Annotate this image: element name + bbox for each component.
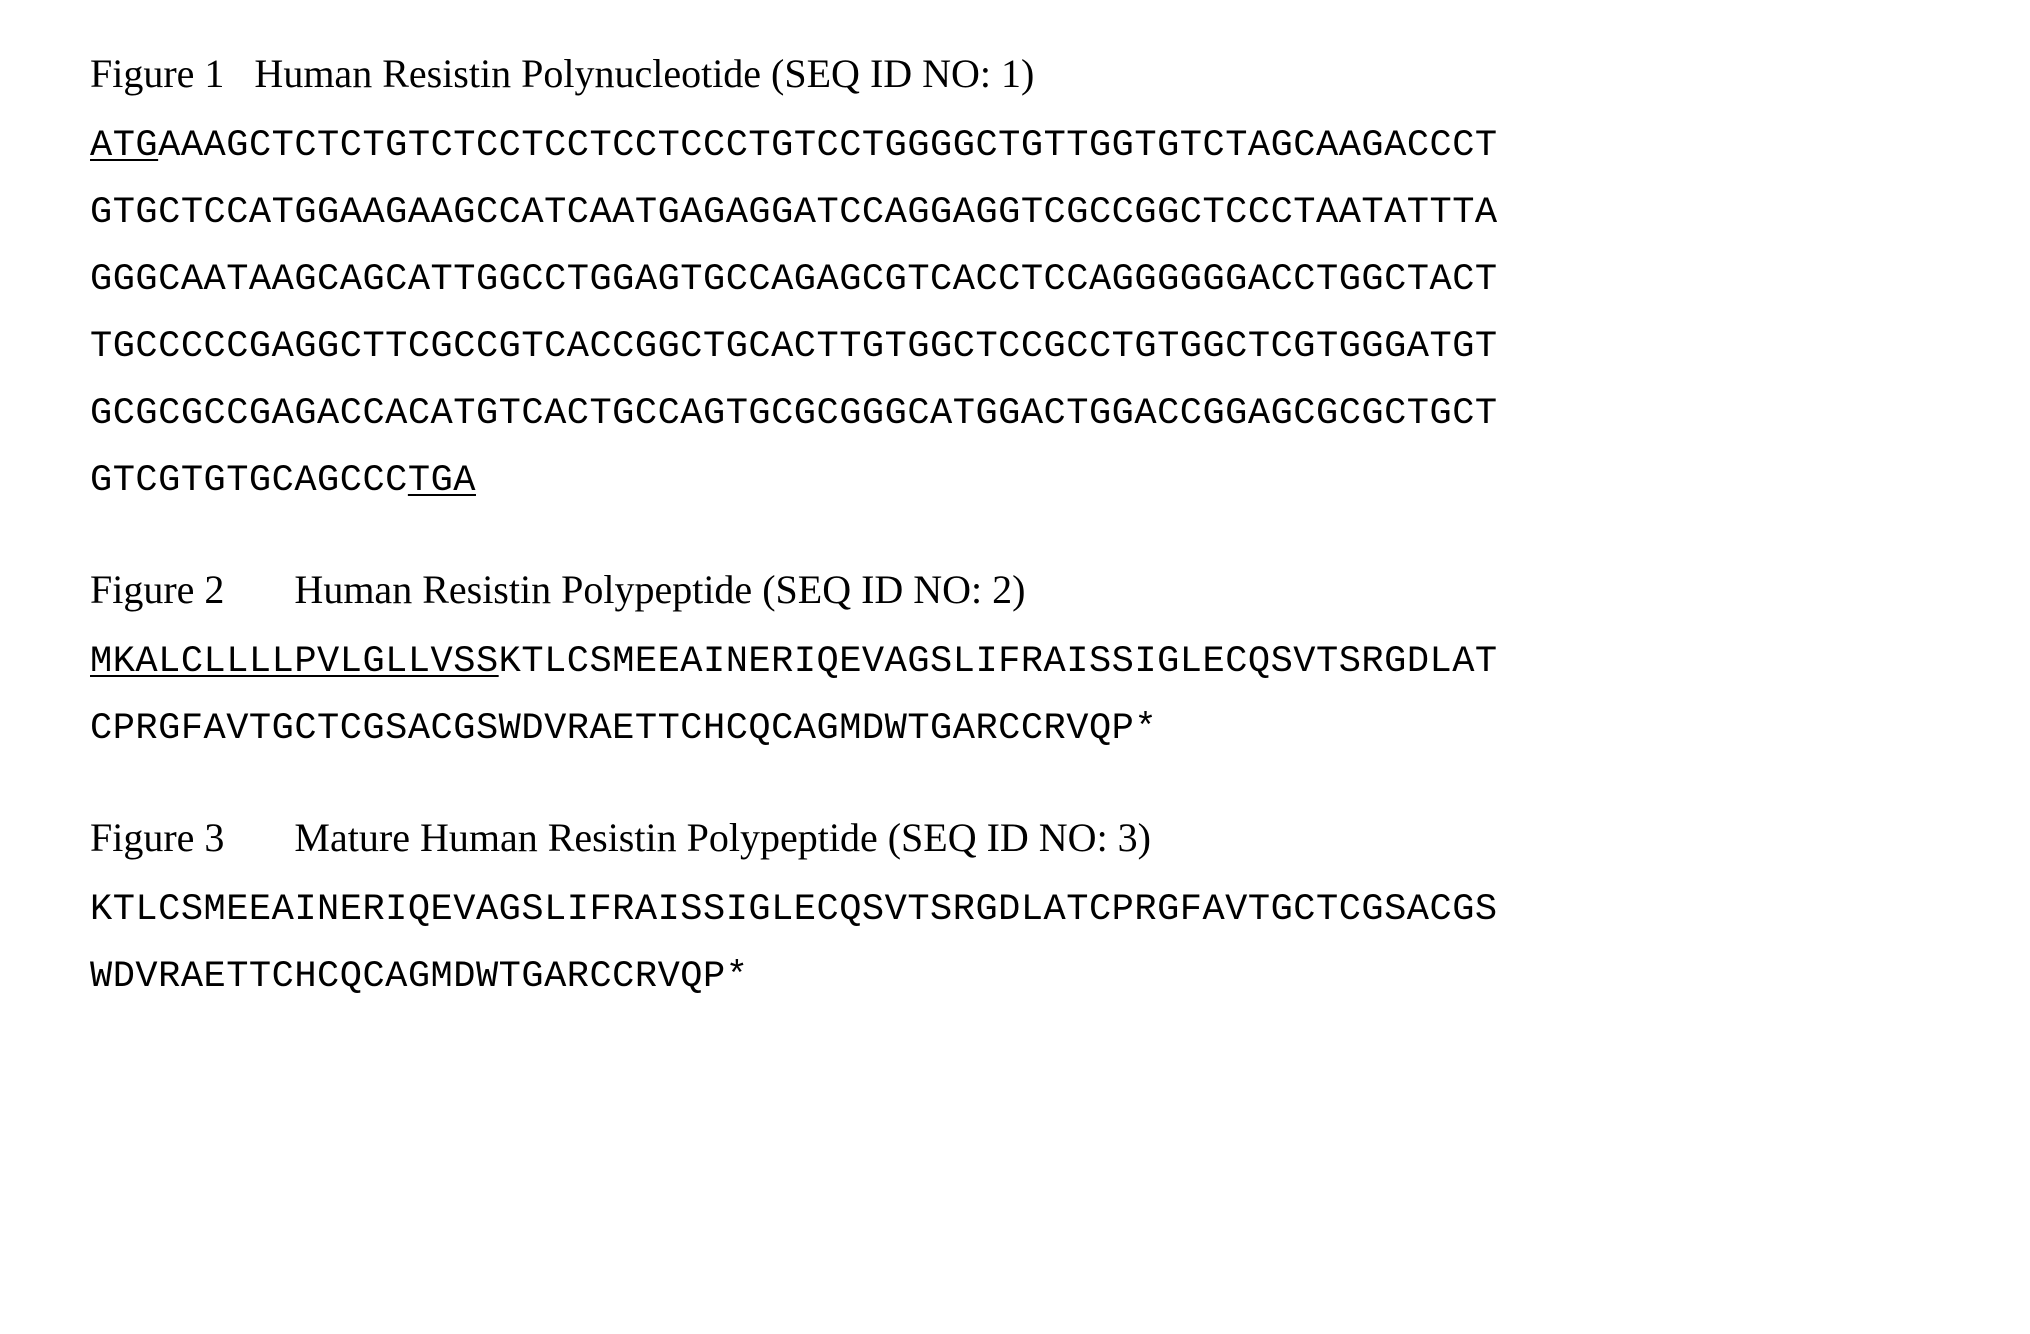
- figure-2-line-2-middle: CPRGFAVTGCTCGSACGSWDVRAETTCHCQCAGMDWTGAR…: [90, 708, 1157, 750]
- figure-1-seq-line-1: ATGAAAGCTCTCTGTCTCCTCCTCCTCCCTGTCCTGGGGC…: [90, 128, 1940, 165]
- figure-3-line-1-middle: KTLCSMEEAINERIQEVAGSLIFRAISSIGLECQSVTSRG…: [90, 889, 1498, 931]
- figure-1-block: Figure 1 Human Resistin Polynucleotide (…: [90, 48, 1940, 500]
- figure-1-seq-line-4: TGCCCCCGAGGCTTCGCCGTCACCGGCTGCACTTGTGGCT…: [90, 329, 1940, 366]
- figure-1-line-1-prefix: ATG: [90, 125, 158, 167]
- figure-1-seq-line-5: GCGCGCCGAGACCACATGTCACTGCCAGTGCGCGGGCATG…: [90, 396, 1940, 433]
- figure-1-line-5-middle: GCGCGCCGAGACCACATGTCACTGCCAGTGCGCGGGCATG…: [90, 393, 1498, 435]
- figure-3-block: Figure 3 Mature Human Resistin Polypepti…: [90, 812, 1940, 996]
- figure-2-seq-line-2: CPRGFAVTGCTCGSACGSWDVRAETTCHCQCAGMDWTGAR…: [90, 711, 1940, 748]
- figure-2-line-1-prefix: MKALCLLLLPVLGLLVSS: [90, 641, 499, 683]
- figure-3-seq-line-1: KTLCSMEEAINERIQEVAGSLIFRAISSIGLECQSVTSRG…: [90, 892, 1940, 929]
- figure-1-line-6-middle: GTCGTGTGCAGCCC: [90, 460, 408, 502]
- figure-1-seq-line-6: GTCGTGTGCAGCCCTGA: [90, 463, 1940, 500]
- figure-1-seq-line-3: GGGCAATAAGCAGCATTGGCCTGGAGTGCCAGAGCGTCAC…: [90, 262, 1940, 299]
- figure-1-line-4-middle: TGCCCCCGAGGCTTCGCCGTCACCGGCTGCACTTGTGGCT…: [90, 326, 1498, 368]
- figure-1-seq-line-2: GTGCTCCATGGAAGAAGCCATCAATGAGAGGATCCAGGAG…: [90, 195, 1940, 232]
- figure-2-seq-line-1: MKALCLLLLPVLGLLVSSKTLCSMEEAINERIQEVAGSLI…: [90, 644, 1940, 681]
- figure-1-line-6-suffix: TGA: [408, 460, 476, 502]
- figure-1-heading: Figure 1 Human Resistin Polynucleotide (…: [90, 48, 1940, 100]
- figure-1-line-3-middle: GGGCAATAAGCAGCATTGGCCTGGAGTGCCAGAGCGTCAC…: [90, 259, 1498, 301]
- document-page: Figure 1 Human Resistin Polynucleotide (…: [0, 0, 2030, 996]
- figure-3-seq-line-2: WDVRAETTCHCQCAGMDWTGARCCRVQP*: [90, 959, 1940, 996]
- figure-3-heading: Figure 3 Mature Human Resistin Polypepti…: [90, 812, 1940, 864]
- figure-2-heading: Figure 2 Human Resistin Polypeptide (SEQ…: [90, 564, 1940, 616]
- figure-1-line-1-middle: AAAGCTCTCTGTCTCCTCCTCCTCCCTGTCCTGGGGCTGT…: [158, 125, 1498, 167]
- figure-2-block: Figure 2 Human Resistin Polypeptide (SEQ…: [90, 564, 1940, 748]
- figure-2-line-1-middle: KTLCSMEEAINERIQEVAGSLIFRAISSIGLECQSVTSRG…: [499, 641, 1498, 683]
- figure-1-line-2-middle: GTGCTCCATGGAAGAAGCCATCAATGAGAGGATCCAGGAG…: [90, 192, 1498, 234]
- figure-3-line-2-middle: WDVRAETTCHCQCAGMDWTGARCCRVQP*: [90, 956, 748, 998]
